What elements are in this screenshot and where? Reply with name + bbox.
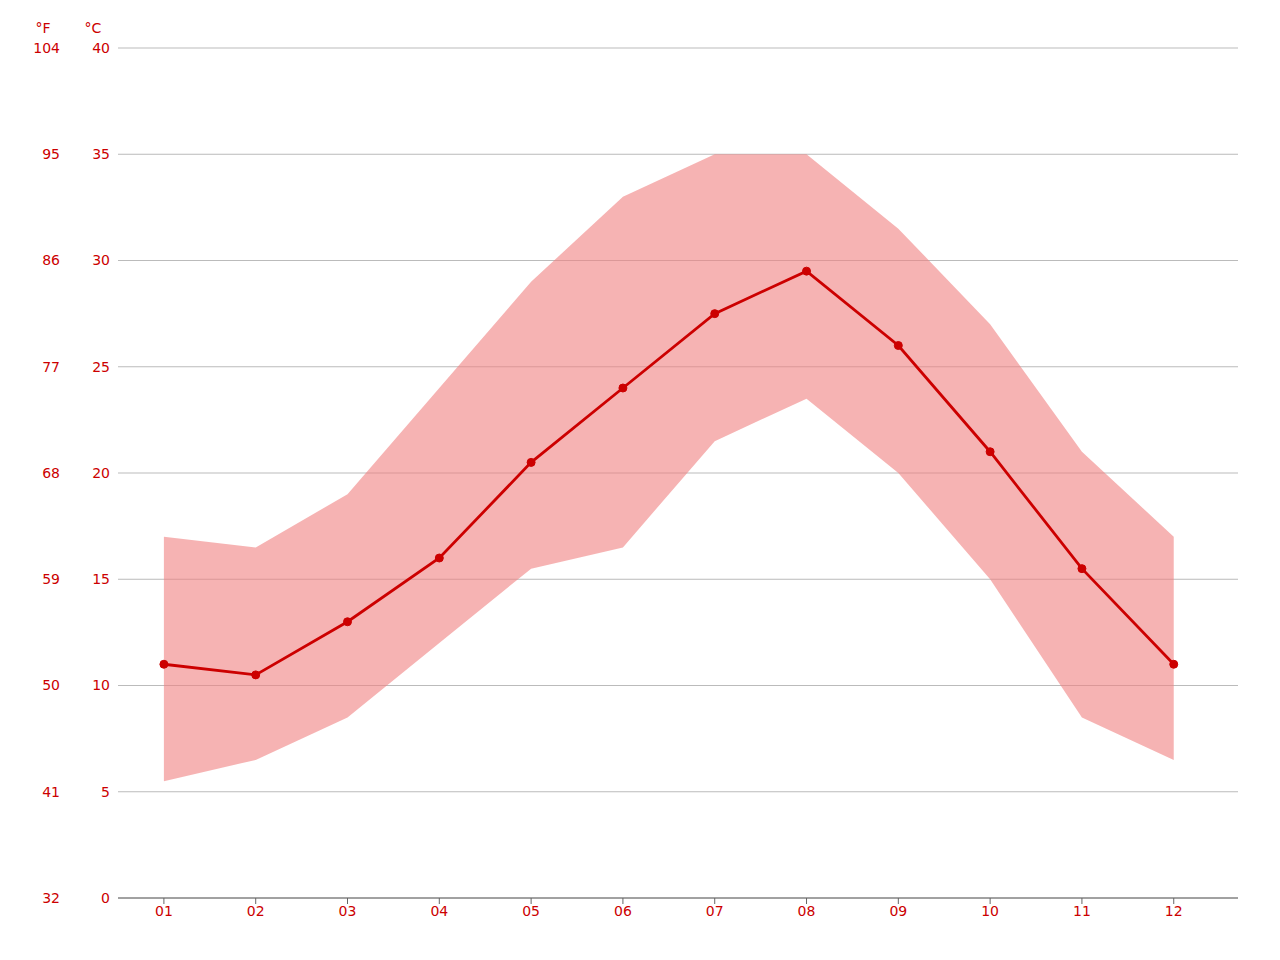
- svg-text:5: 5: [101, 784, 110, 800]
- svg-text:10: 10: [92, 677, 110, 693]
- svg-text:41: 41: [42, 784, 60, 800]
- svg-text:30: 30: [92, 252, 110, 268]
- svg-text:°C: °C: [85, 20, 102, 36]
- svg-text:20: 20: [92, 465, 110, 481]
- svg-text:05: 05: [522, 903, 540, 919]
- svg-text:95: 95: [42, 146, 60, 162]
- svg-text:09: 09: [889, 903, 907, 919]
- svg-text:50: 50: [42, 677, 60, 693]
- svg-text:10: 10: [981, 903, 999, 919]
- svg-text:104: 104: [33, 40, 60, 56]
- svg-text:04: 04: [430, 903, 448, 919]
- svg-text:77: 77: [42, 359, 60, 375]
- svg-text:06: 06: [614, 903, 632, 919]
- svg-text:01: 01: [155, 903, 173, 919]
- svg-text:0: 0: [101, 890, 110, 906]
- svg-text:25: 25: [92, 359, 110, 375]
- svg-text:°F: °F: [35, 20, 50, 36]
- svg-text:15: 15: [92, 571, 110, 587]
- svg-text:12: 12: [1165, 903, 1183, 919]
- svg-text:40: 40: [92, 40, 110, 56]
- svg-text:68: 68: [42, 465, 60, 481]
- svg-text:35: 35: [92, 146, 110, 162]
- svg-text:08: 08: [798, 903, 816, 919]
- svg-text:07: 07: [706, 903, 724, 919]
- svg-text:02: 02: [247, 903, 265, 919]
- svg-text:11: 11: [1073, 903, 1091, 919]
- svg-text:86: 86: [42, 252, 60, 268]
- svg-text:32: 32: [42, 890, 60, 906]
- svg-text:59: 59: [42, 571, 60, 587]
- svg-text:03: 03: [339, 903, 357, 919]
